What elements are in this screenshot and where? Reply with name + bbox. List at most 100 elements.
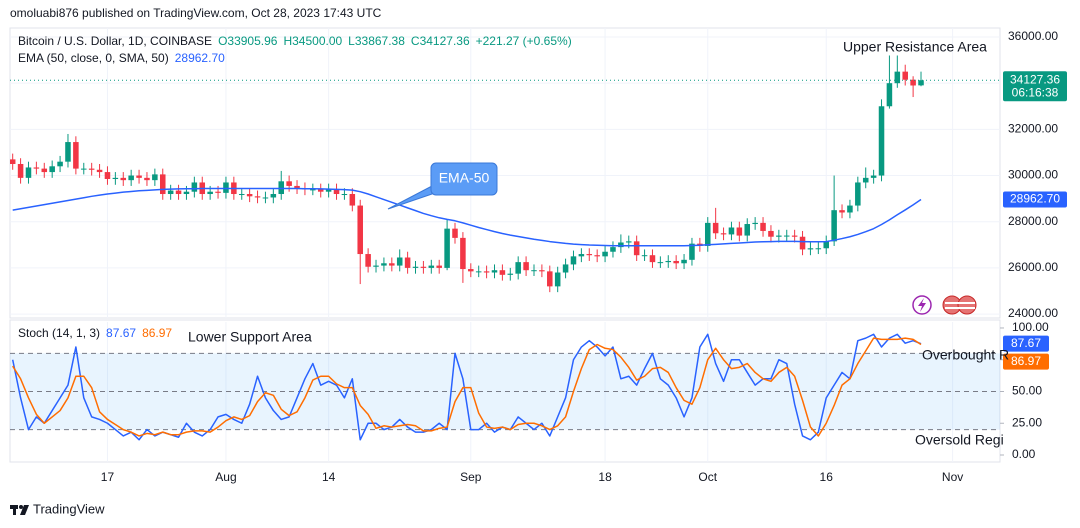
candle-body	[389, 263, 395, 266]
icon	[945, 302, 975, 304]
candle-body	[349, 194, 356, 206]
x-tick-label: 16	[820, 470, 834, 484]
candle-body	[507, 273, 514, 275]
candle-body	[33, 167, 40, 169]
candle-body	[586, 254, 593, 256]
candle-body	[910, 79, 916, 86]
legend-symbol: Bitcoin / U.S. Dollar, 1D, COINBASE	[18, 34, 212, 48]
price-pane	[9, 27, 1001, 319]
y-tick-label: 50.00	[1012, 384, 1042, 398]
candle-body	[152, 174, 158, 181]
candle-body	[262, 197, 269, 199]
candle-body	[317, 189, 324, 192]
candle-body	[475, 271, 482, 273]
candle-body	[10, 159, 16, 164]
stoch-box-text: 87.67	[1011, 336, 1041, 350]
candle-body	[578, 254, 585, 257]
candle-body	[128, 175, 134, 181]
countdown-text: 06:16:38	[1012, 85, 1059, 99]
x-tick-label: 14	[322, 470, 336, 484]
candle-body	[81, 168, 87, 170]
legend: Bitcoin / U.S. Dollar, 1D, COINBASE O339…	[18, 34, 572, 48]
candle-body	[752, 222, 758, 225]
candle-body	[254, 196, 261, 198]
y-tick-label: 25.00	[1012, 415, 1042, 429]
candle-body	[325, 189, 332, 192]
candle-body	[207, 191, 213, 195]
candle-body	[728, 227, 735, 235]
legend-ema-value: 28962.70	[175, 51, 225, 65]
candle-body	[270, 194, 277, 198]
candle-body	[878, 106, 885, 176]
candle-body	[562, 264, 569, 273]
candle-body	[491, 270, 498, 273]
candle-body	[570, 256, 577, 265]
price-box-text: 34127.36	[1010, 72, 1060, 86]
ema-callout: EMA-50	[387, 162, 498, 210]
candle-body	[862, 177, 869, 183]
y-tick-label: 26000.00	[1008, 260, 1058, 274]
annotation: Upper Resistance Area	[843, 39, 987, 55]
candle-body	[381, 263, 387, 266]
candle-body	[610, 247, 616, 252]
stoch-line	[12, 337, 922, 437]
legend-change: +221.27 (+0.65%)	[476, 34, 572, 48]
y-tick-label: 32000.00	[1008, 122, 1058, 136]
candle-body	[88, 168, 95, 170]
candle-body	[73, 142, 79, 169]
legend-low: L33867.38	[348, 34, 405, 48]
stoch-box	[1003, 353, 1049, 370]
annotation: Lower Support Area	[188, 329, 312, 345]
callout-text: EMA-50	[439, 170, 490, 186]
candle-body	[791, 235, 798, 237]
legend-open: O33905.96	[218, 34, 278, 48]
candle-body	[436, 265, 442, 268]
publisher-header: omoluabi876 published on TradingView.com…	[10, 6, 382, 20]
candle-body	[712, 222, 719, 234]
candle-body	[396, 257, 403, 266]
candle-body	[918, 80, 924, 86]
candle-body	[626, 241, 632, 243]
y-tick-label: 36000.00	[1008, 29, 1058, 43]
x-tick-label: Aug	[215, 470, 236, 484]
candle-body	[310, 189, 316, 191]
candle-body	[649, 255, 656, 263]
legend-close: C34127.36	[411, 34, 470, 48]
candle-body	[341, 194, 348, 196]
y-tick-label: 0.00	[1012, 447, 1036, 461]
labels: 17 Aug 14 Sep 18 Oct 16 Nov 24000.00 26000.00 2800…	[101, 29, 1067, 484]
candle-body	[539, 270, 545, 272]
candle-body	[831, 210, 837, 242]
candle-body	[515, 262, 521, 274]
candle-body	[144, 177, 150, 181]
icon	[945, 307, 975, 309]
candle-body	[17, 163, 24, 178]
logo	[13, 505, 16, 515]
candle-body	[65, 142, 71, 162]
candle-body	[902, 71, 908, 80]
candle-body	[886, 83, 893, 107]
callout-box	[430, 162, 498, 196]
candle-body	[744, 224, 751, 236]
annotation: Overbought R	[922, 347, 1009, 363]
stoch-box-text: 86.97	[1011, 354, 1041, 368]
candle-body	[807, 248, 814, 250]
candle-body	[483, 271, 490, 273]
candle-body	[618, 242, 624, 248]
candle-body	[760, 222, 766, 231]
candle-body	[657, 262, 664, 264]
candle-body	[428, 265, 435, 268]
y-tick-label: 24000.00	[1008, 306, 1058, 320]
x-tick-label: Oct	[698, 470, 717, 484]
candle-body	[175, 190, 182, 195]
candle-body	[681, 259, 687, 264]
candle-body	[523, 262, 529, 271]
stoch-box	[1003, 335, 1049, 352]
candle-body	[333, 189, 340, 195]
candle-body	[768, 230, 774, 237]
candle-body	[894, 71, 901, 84]
stoch-bands	[10, 352, 1000, 431]
annotation: Oversold Regi	[915, 432, 1004, 448]
candle-body	[665, 260, 672, 263]
